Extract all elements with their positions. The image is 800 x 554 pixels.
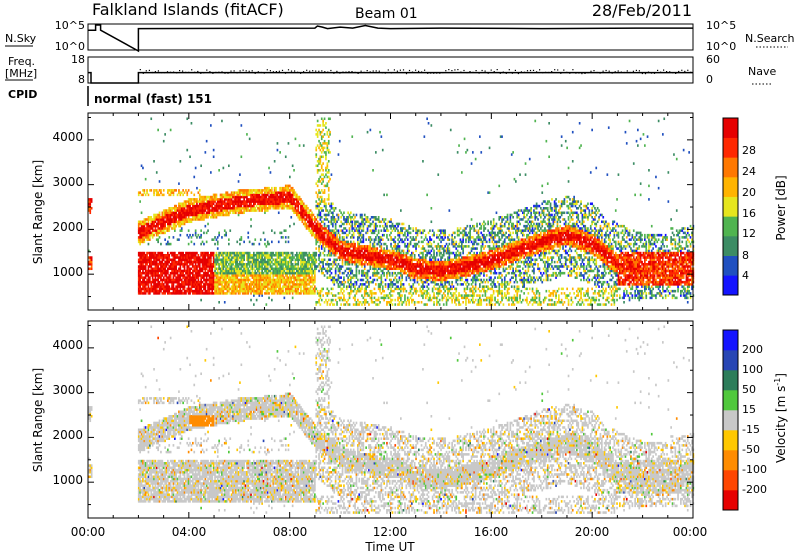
power-axes bbox=[87, 113, 694, 310]
velocity-colorbar: -200 -100 -50 -15 15 50 100 200 Velocity… bbox=[722, 329, 788, 511]
power-cbar-tick-20: 20 bbox=[742, 186, 756, 199]
velocity-unit-sup: -1 bbox=[773, 378, 782, 386]
nsky-right-tick-bottom: 10^0 bbox=[706, 40, 736, 53]
xtick-0400: 04:00 bbox=[172, 525, 207, 539]
cpid-label: CPID bbox=[8, 88, 37, 101]
beam-label: Beam 01 bbox=[355, 6, 418, 22]
velocity-axes bbox=[87, 321, 694, 518]
freq-panel: Freq. [MHz] 18 8 60 0 Nave bbox=[5, 53, 776, 86]
vel-cbar-tick-100: 100 bbox=[742, 363, 763, 376]
cpid-row: CPID normal (fast) 151 bbox=[8, 86, 212, 106]
freq-right-tick-top: 60 bbox=[706, 53, 720, 66]
freq-right-tick-bottom: 0 bbox=[706, 73, 713, 86]
cpid-text: normal (fast) 151 bbox=[94, 92, 212, 106]
vel-cbar-tick-15: 15 bbox=[742, 403, 756, 416]
velocity-data-cells bbox=[88, 325, 695, 514]
velocity-ylabel: Slant Range [km] bbox=[31, 368, 45, 472]
vel-cbar-tick-200: 200 bbox=[742, 343, 763, 356]
power-data-cells bbox=[88, 117, 695, 306]
power-ytick-3000: 3000 bbox=[52, 175, 83, 189]
nsky-left-tick-bottom: 10^0 bbox=[55, 40, 85, 53]
power-ytick-2000: 2000 bbox=[52, 220, 83, 234]
xtick-0800: 08:00 bbox=[273, 525, 308, 539]
nsky-series-line bbox=[88, 24, 693, 53]
xaxis-label: Time UT bbox=[364, 540, 415, 554]
velocity-ytick-4000: 4000 bbox=[52, 338, 83, 352]
power-colorbar: 4 8 12 16 20 24 28 Power [dB] bbox=[722, 117, 788, 296]
velocity-panel: Slant Range [km] 1000 2000 3000 4000 00:… bbox=[31, 320, 708, 554]
xtick-2000: 20:00 bbox=[575, 525, 610, 539]
power-ytick-4000: 4000 bbox=[52, 130, 83, 144]
freq-left-tick-top: 18 bbox=[71, 53, 85, 66]
nave-dots bbox=[139, 69, 692, 75]
nsky-left-tick-top: 10^5 bbox=[55, 19, 85, 32]
velocity-colorbar-blocks bbox=[723, 330, 738, 511]
power-cbar-tick-8: 8 bbox=[742, 249, 749, 262]
power-cbar-tick-4: 4 bbox=[742, 269, 749, 282]
vel-cbar-tick-m100: -100 bbox=[742, 463, 767, 476]
power-colorbar-blocks bbox=[723, 118, 738, 296]
xtick-1200: 12:00 bbox=[373, 525, 408, 539]
nsky-right-tick-top: 10^5 bbox=[706, 19, 736, 32]
nsky-left-label: N.Sky bbox=[5, 32, 37, 45]
nsky-panel: N.Sky 10^5 10^0 10^5 10^0 N.Search bbox=[5, 19, 795, 53]
power-cbar-tick-16: 16 bbox=[742, 207, 756, 220]
power-cbar-tick-12: 12 bbox=[742, 227, 756, 240]
nsky-right-label: N.Search bbox=[745, 32, 795, 45]
power-panel: Slant Range [km] 1000 2000 3000 4000 bbox=[31, 112, 695, 311]
freq-left-label: Freq. bbox=[8, 55, 35, 68]
vel-cbar-tick-m200: -200 bbox=[742, 483, 767, 496]
power-ytick-1000: 1000 bbox=[52, 265, 83, 279]
vel-cbar-tick-m50: -50 bbox=[742, 443, 760, 456]
date-label: 28/Feb/2011 bbox=[592, 1, 692, 20]
nave-label: Nave bbox=[748, 65, 776, 78]
freq-left-tick-bottom: 8 bbox=[78, 73, 85, 86]
freq-left-unit: [MHz] bbox=[5, 67, 37, 80]
station-title: Falkland Islands (fitACF) bbox=[92, 0, 284, 19]
power-colorbar-label: Power [dB] bbox=[774, 175, 788, 240]
freq-series-line bbox=[88, 71, 693, 84]
vel-cbar-tick-m15: -15 bbox=[742, 423, 760, 436]
xtick-2400: 00:00 bbox=[673, 525, 708, 539]
velocity-ytick-3000: 3000 bbox=[52, 383, 83, 397]
power-cbar-tick-28: 28 bbox=[742, 144, 756, 157]
velocity-ytick-2000: 2000 bbox=[52, 428, 83, 442]
velocity-colorbar-label: Velocity [m s-1] bbox=[773, 373, 788, 463]
vel-cbar-tick-50: 50 bbox=[742, 383, 756, 396]
power-ylabel: Slant Range [km] bbox=[31, 160, 45, 264]
power-cbar-tick-24: 24 bbox=[742, 165, 756, 178]
velocity-ytick-1000: 1000 bbox=[52, 473, 83, 487]
xtick-0000: 00:00 bbox=[71, 525, 106, 539]
xtick-1600: 16:00 bbox=[474, 525, 509, 539]
